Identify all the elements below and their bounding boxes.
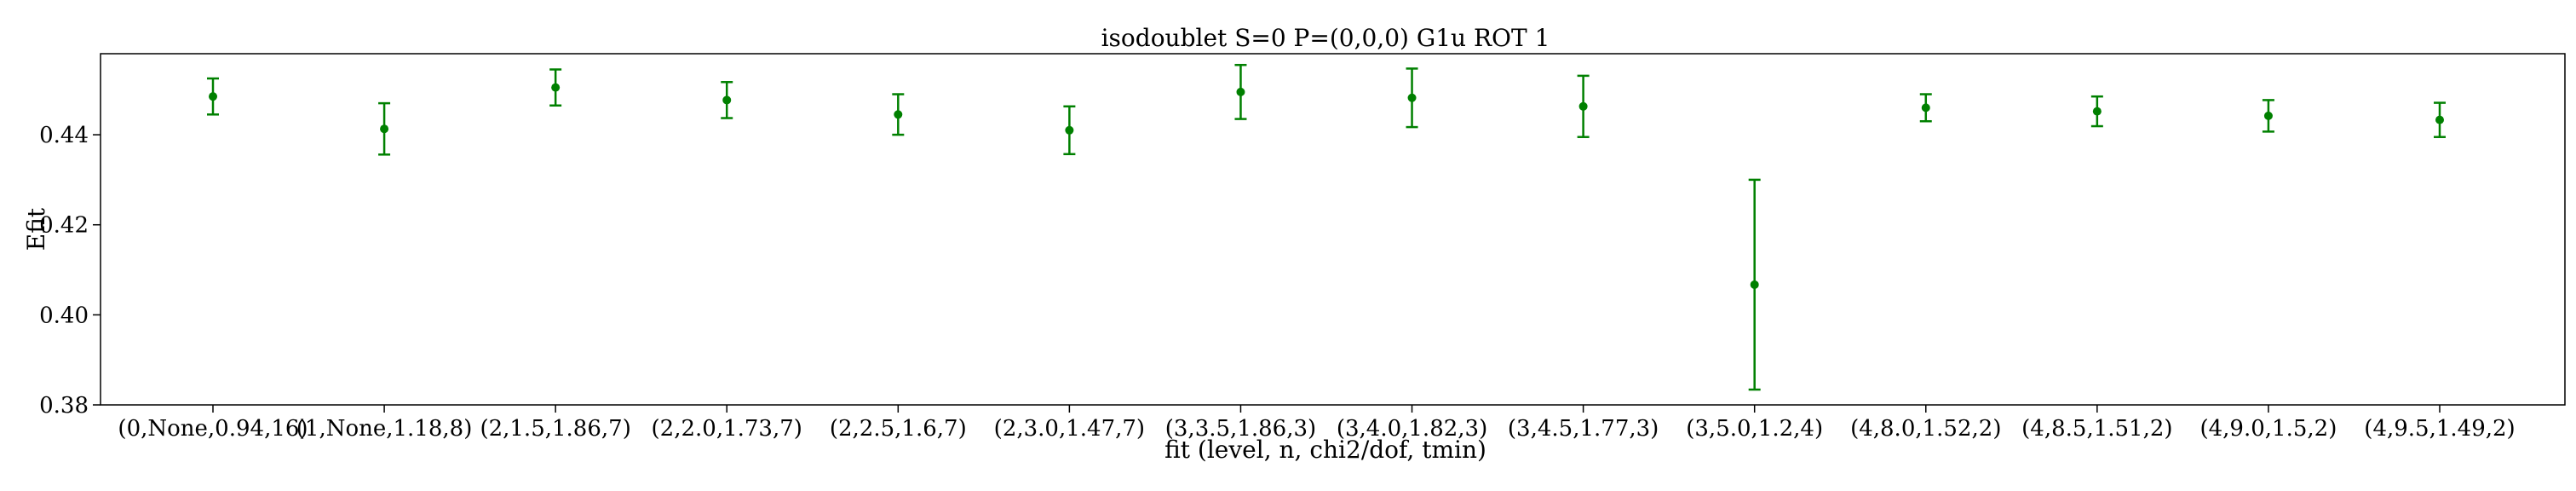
data-marker <box>551 83 561 92</box>
x-tick-label: (3,5.0,1.2,4) <box>1686 416 1823 442</box>
data-layer <box>207 63 2446 391</box>
data-marker <box>2092 107 2102 116</box>
data-marker <box>1921 103 1930 113</box>
data-point <box>1063 105 1076 156</box>
data-point <box>1234 63 1247 120</box>
y-tick-label: 0.42 <box>39 213 89 239</box>
x-tick-label: (2,2.0,1.73,7) <box>652 416 802 442</box>
x-tick-label: (3,3.5,1.86,3) <box>1165 416 1316 442</box>
data-marker <box>1065 125 1074 135</box>
data-marker <box>2263 111 2273 120</box>
data-point <box>1748 178 1761 391</box>
data-point <box>549 68 562 107</box>
y-tick-label: 0.38 <box>39 393 89 419</box>
x-axis-title: fit (level, n, chi2/dof, tmin) <box>1164 436 1486 464</box>
x-tick-label: (3,4.0,1.82,3) <box>1337 416 1487 442</box>
data-point <box>2434 101 2446 138</box>
data-point <box>721 81 733 119</box>
y-tick-label: 0.44 <box>39 123 89 148</box>
x-axis: (0,None,0.94,16)(1,None,1.18,8) (2,1.5,1.… <box>118 405 2516 442</box>
x-tick-label: (2,3.0,1.47,7) <box>994 416 1145 442</box>
data-marker <box>1407 93 1417 102</box>
data-point <box>1577 74 1590 138</box>
data-point <box>2090 95 2103 128</box>
y-axis-title: Efit <box>22 207 50 251</box>
x-tick-label: (2,1.5,1.86,7) <box>480 416 630 442</box>
data-marker <box>1578 101 1588 111</box>
data-point <box>892 93 905 136</box>
data-marker <box>209 92 217 101</box>
data-marker <box>1236 87 1245 96</box>
data-marker <box>1750 280 1759 289</box>
data-point <box>378 101 391 156</box>
data-point <box>1919 93 1932 123</box>
x-tick-label: (4,9.0,1.5,2) <box>2199 416 2337 442</box>
x-tick-label: (4,8.0,1.52,2) <box>1850 416 2001 442</box>
data-point <box>207 77 219 116</box>
x-tick-label: (3,4.5,1.77,3) <box>1508 416 1659 442</box>
y-axis: 0.38 0.40 0.42 0.44 <box>39 123 101 419</box>
y-tick-label: 0.40 <box>39 303 89 328</box>
data-marker <box>894 110 903 119</box>
x-tick-label: (4,9.5,1.49,2) <box>2364 416 2515 442</box>
plot-frame <box>100 53 2566 406</box>
data-marker <box>380 124 389 134</box>
data-point <box>2262 99 2274 133</box>
x-tick-label: (1,None,1.18,8) <box>296 416 473 442</box>
data-point <box>1406 67 1418 129</box>
data-marker <box>2435 115 2444 124</box>
x-tick-label: (4,8.5,1.51,2) <box>2021 416 2172 442</box>
data-marker <box>722 95 732 105</box>
x-tick-label: (2,2.5,1.6,7) <box>830 416 967 442</box>
chart-title: isodoublet S=0 P=(0,0,0) G1u ROT 1 <box>1101 24 1550 52</box>
x-tick-label: (0,None,0.94,16) <box>118 416 308 442</box>
